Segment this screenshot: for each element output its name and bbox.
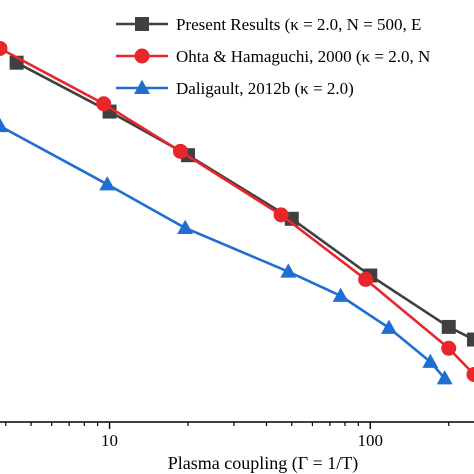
data-point: [441, 319, 456, 334]
series-3-line: [0, 124, 446, 380]
data-point: [0, 40, 8, 56]
legend-entry-2: Ohta & Hamaguchi, 2000 (κ = 2.0, N: [116, 47, 430, 66]
legend-marker: [135, 17, 149, 31]
data-point: [422, 353, 439, 368]
legend-marker: [134, 48, 150, 64]
series-1: [9, 55, 474, 347]
data-point: [380, 319, 397, 334]
data-point: [177, 219, 194, 234]
x-tick-label: 100: [358, 431, 384, 450]
legend-marker: [134, 79, 150, 94]
data-point: [96, 96, 112, 112]
legend-label: Ohta & Hamaguchi, 2000 (κ = 2.0, N: [176, 47, 430, 66]
data-point: [273, 207, 289, 223]
data-point: [441, 340, 457, 356]
series-2: [0, 40, 474, 382]
data-point: [280, 263, 297, 278]
legend-label: Present Results (κ = 2.0, N = 500, E: [176, 15, 421, 34]
legend: Present Results (κ = 2.0, N = 500, E Ohta…: [116, 15, 430, 98]
legend-label: Daligault, 2012b (κ = 2.0): [176, 79, 354, 98]
data-point: [172, 143, 188, 159]
series-layer: [0, 40, 474, 385]
legend-entry-3: Daligault, 2012b (κ = 2.0): [116, 79, 354, 98]
x-tick-label: 10: [101, 431, 118, 450]
legend-entry-1: Present Results (κ = 2.0, N = 500, E: [116, 15, 421, 34]
x-axis-label: Plasma coupling (Γ = 1/T): [168, 453, 359, 474]
plot-area: 10 100: [0, 40, 474, 450]
data-point: [467, 332, 474, 347]
series-1-line: [15, 61, 474, 341]
data-point: [0, 117, 8, 133]
x-axis: 10 100: [0, 421, 474, 450]
data-point: [466, 366, 474, 382]
data-point: [99, 176, 116, 191]
series-3: [0, 117, 453, 385]
data-point: [358, 271, 374, 287]
data-point: [332, 287, 349, 302]
data-point: [436, 370, 453, 385]
